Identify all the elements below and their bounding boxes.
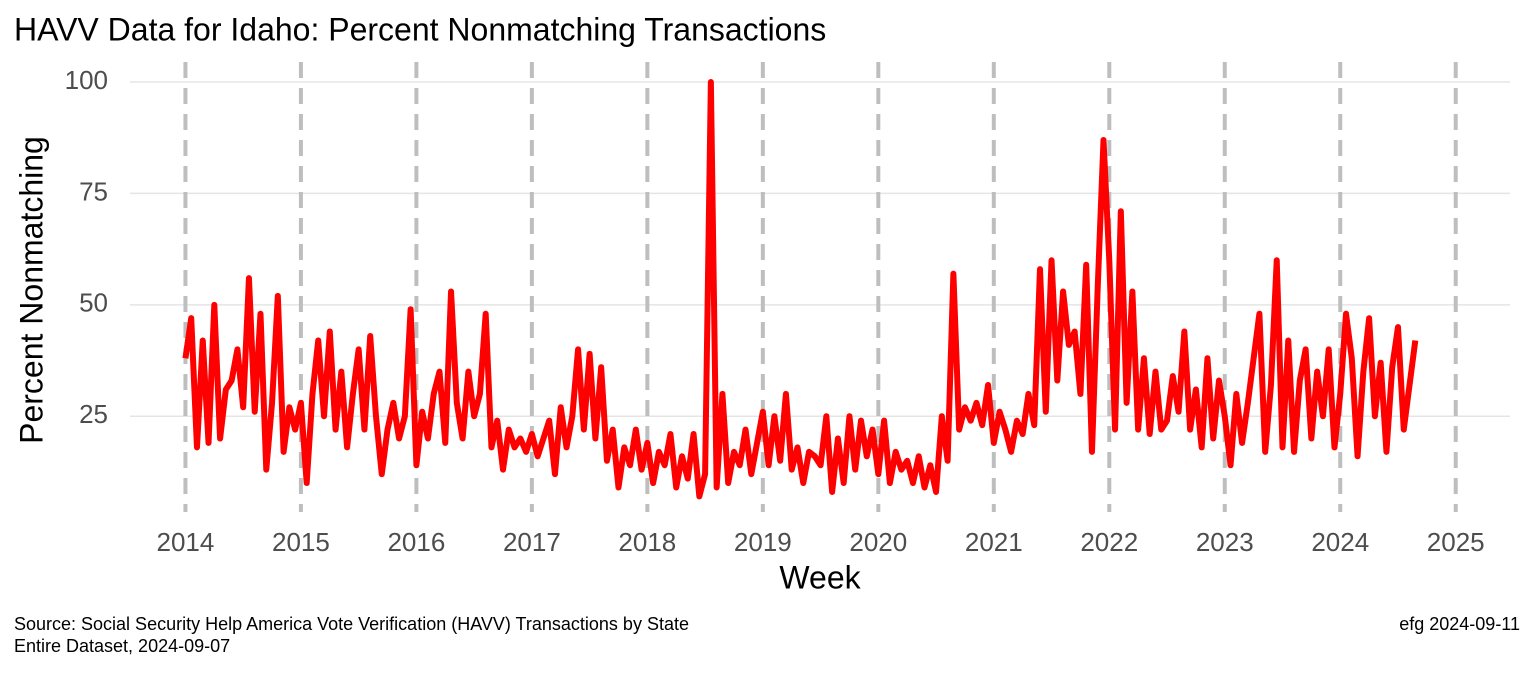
x-tick-label: 2017 [503,527,561,557]
y-tick-label: 75 [79,176,108,206]
x-tick-label: 2019 [734,527,792,557]
x-axis-title: Week [779,559,861,595]
y-axis-title: Percent Nonmatching [13,136,49,444]
x-tick-label: 2021 [965,527,1023,557]
x-tick-label: 2022 [1080,527,1138,557]
x-tick-label: 2024 [1311,527,1369,557]
caption: efg 2024-09-11 [1399,614,1520,634]
data-line [182,79,1419,500]
chart-title: HAVV Data for Idaho: Percent Nonmatching… [14,11,826,47]
y-tick-label: 100 [65,65,108,95]
x-tick-label: 2020 [849,527,907,557]
x-tick-label: 2015 [272,527,330,557]
x-tick-label: 2016 [387,527,445,557]
plot [182,79,1419,500]
caption: Source: Social Security Help America Vot… [14,614,689,634]
y-tick-label: 50 [79,288,108,318]
x-tick-label: 2023 [1196,527,1254,557]
x-tick-label: 2025 [1427,527,1485,557]
x-tick-label: 2018 [618,527,676,557]
caption: Entire Dataset, 2024-09-07 [14,636,230,656]
x-tick-label: 2014 [157,527,215,557]
y-tick-label: 25 [79,399,108,429]
